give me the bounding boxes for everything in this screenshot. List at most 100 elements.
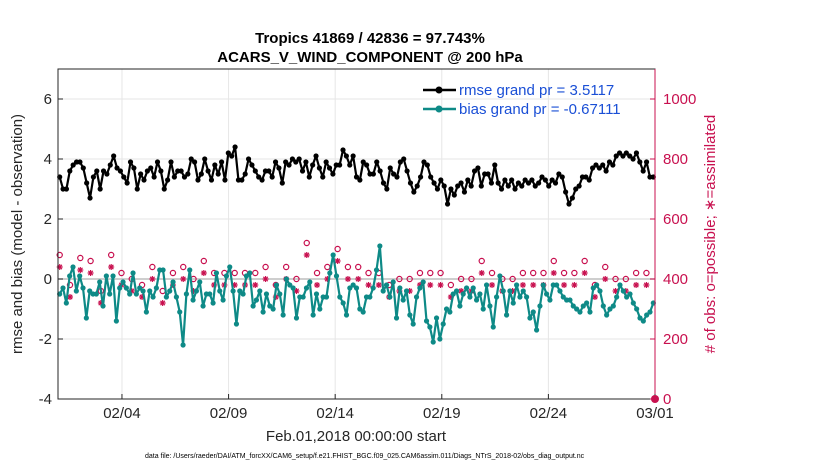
bias-point bbox=[290, 285, 296, 291]
bias-point bbox=[457, 303, 463, 309]
footer-data-file: data file: /Users/raeder/DAI/ATM_forcXX/… bbox=[145, 453, 585, 460]
bias-point bbox=[427, 324, 433, 330]
rmse-point bbox=[299, 168, 306, 174]
bias-point bbox=[273, 282, 280, 288]
rmse-point bbox=[90, 174, 97, 180]
rmse-point bbox=[488, 180, 495, 186]
bias-point bbox=[160, 267, 166, 273]
rmse-point bbox=[559, 174, 565, 180]
rmse-point bbox=[114, 165, 120, 171]
rmse-point bbox=[84, 180, 90, 186]
bias-point bbox=[640, 318, 646, 324]
rmse-point bbox=[218, 159, 225, 165]
rmse-point bbox=[158, 168, 164, 174]
bias-point bbox=[560, 294, 566, 300]
x-tick-label: 02/14 bbox=[316, 405, 354, 422]
rmse-point bbox=[256, 174, 262, 180]
rmse-point bbox=[643, 159, 650, 165]
rmse-point bbox=[347, 162, 353, 168]
bias-point bbox=[487, 303, 493, 309]
bias-point bbox=[440, 321, 446, 327]
obs-possible-point bbox=[488, 269, 496, 277]
rmse-point bbox=[525, 180, 532, 186]
y-tick-label: 2 bbox=[44, 211, 52, 228]
rmse-point bbox=[245, 156, 252, 162]
bias-point bbox=[620, 288, 626, 294]
rmse-point bbox=[202, 156, 208, 162]
obs-assimilated-point bbox=[519, 282, 526, 288]
rmse-point bbox=[593, 162, 599, 168]
rmse-point bbox=[144, 168, 150, 174]
bias-point bbox=[253, 297, 260, 303]
bias-point bbox=[544, 291, 550, 297]
bias-point bbox=[580, 303, 586, 309]
rmse-point bbox=[127, 159, 134, 165]
rmse-point bbox=[67, 168, 73, 174]
rmse-point bbox=[576, 183, 582, 189]
rmse-point bbox=[188, 156, 194, 162]
rmse-point bbox=[438, 177, 444, 183]
rmse-point bbox=[276, 165, 282, 171]
bias-point bbox=[493, 294, 500, 300]
obs-possible-point bbox=[406, 275, 413, 283]
rmse-point bbox=[100, 168, 107, 174]
rmse-point bbox=[171, 174, 177, 180]
obs-possible-point bbox=[509, 275, 516, 283]
rmse-point bbox=[168, 159, 174, 165]
right-y-tick-label: 200 bbox=[663, 331, 688, 348]
rmse-point bbox=[465, 177, 471, 183]
rmse-point bbox=[249, 162, 255, 168]
rmse-point bbox=[485, 171, 491, 177]
rmse-point bbox=[154, 159, 161, 165]
obs-possible-point bbox=[519, 269, 527, 277]
rmse-point bbox=[451, 192, 457, 198]
bias-point bbox=[497, 273, 503, 279]
bias-point bbox=[220, 297, 226, 303]
bias-point bbox=[337, 294, 343, 300]
bias-point bbox=[197, 279, 203, 285]
bias-point bbox=[554, 282, 560, 288]
rmse-point bbox=[195, 177, 201, 183]
right-y-tick-label: 400 bbox=[663, 271, 688, 288]
obs-possible-point bbox=[180, 263, 187, 271]
rmse-point bbox=[411, 189, 417, 195]
rmse-point bbox=[222, 177, 228, 183]
obs-possible-point bbox=[118, 269, 125, 277]
obs-possible-point bbox=[56, 251, 63, 259]
obs-assimilated-point bbox=[77, 267, 84, 273]
plot-area bbox=[58, 69, 655, 399]
rmse-point bbox=[272, 159, 279, 165]
rmse-point bbox=[391, 171, 397, 177]
rmse-point bbox=[448, 186, 454, 192]
bias-point bbox=[510, 300, 516, 306]
obs-possible-point bbox=[612, 275, 619, 283]
rmse-point bbox=[97, 186, 103, 192]
y-tick-label: -2 bbox=[39, 331, 52, 348]
bias-point bbox=[597, 288, 603, 294]
rmse-point bbox=[394, 174, 400, 180]
bias-point bbox=[317, 306, 323, 312]
obs-possible-point bbox=[313, 269, 321, 277]
obs-possible-point bbox=[293, 275, 300, 283]
bias-point bbox=[570, 303, 576, 309]
bias-point bbox=[247, 270, 253, 276]
obs-assimilated-point bbox=[262, 276, 269, 282]
bias-point bbox=[347, 285, 353, 291]
rmse-point bbox=[606, 159, 613, 165]
chart-title-line2: ACARS_V_WIND_COMPONENT @ 200 hPa bbox=[217, 49, 523, 66]
rmse-point bbox=[603, 168, 609, 174]
obs-possible-point bbox=[571, 269, 578, 277]
bias-point bbox=[283, 276, 290, 282]
rmse-point bbox=[600, 162, 606, 168]
bias-point bbox=[213, 270, 220, 276]
rmse-point bbox=[232, 144, 238, 150]
bias-point bbox=[617, 282, 623, 288]
right-y-tick-label: 0 bbox=[663, 391, 671, 408]
rmse-point bbox=[616, 150, 623, 156]
bias-point bbox=[517, 294, 523, 300]
bias-point bbox=[410, 321, 416, 327]
obs-possible-point bbox=[468, 275, 475, 283]
bias-point bbox=[407, 312, 413, 318]
obs-possible-point bbox=[231, 269, 238, 277]
bias-point bbox=[110, 273, 116, 279]
